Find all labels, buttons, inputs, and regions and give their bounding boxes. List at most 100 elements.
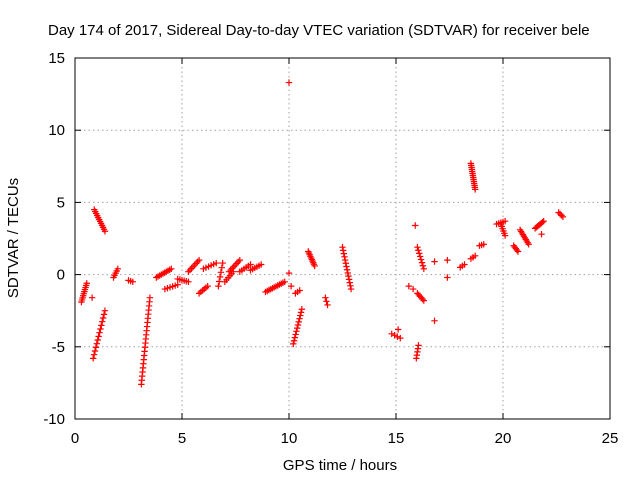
data-point [345, 272, 352, 280]
data-point [185, 278, 192, 286]
data-point [538, 230, 545, 238]
data-point [341, 256, 349, 264]
x-tick-label: 0 [71, 430, 79, 447]
y-tick-label: -5 [52, 339, 65, 356]
x-tick-label: 5 [178, 430, 186, 447]
grid-lines [75, 58, 610, 419]
data-point [287, 282, 295, 290]
data-point [257, 261, 265, 268]
data-point [418, 259, 426, 266]
data-point [218, 264, 226, 271]
data-point [412, 222, 419, 229]
data-point [501, 232, 509, 239]
data-point [394, 326, 402, 333]
data-point [339, 243, 346, 251]
data-point [290, 337, 298, 344]
data-point [341, 253, 348, 261]
data-point [291, 334, 299, 341]
y-tick-label: 5 [57, 194, 65, 211]
x-tick-label: 25 [602, 430, 619, 447]
data-point [213, 259, 220, 267]
data-point [295, 318, 302, 326]
data-point [419, 262, 427, 269]
y-axis-title: SDTVAR / TECUs [5, 178, 22, 298]
data-point [195, 256, 203, 264]
data-point [558, 212, 565, 219]
data-point [347, 282, 354, 290]
data-point [461, 261, 468, 268]
x-tick-label: 10 [281, 430, 298, 447]
data-point [216, 273, 224, 281]
y-tick-label: 15 [48, 50, 65, 67]
data-point [419, 295, 426, 303]
data-point [96, 329, 103, 336]
data-point [97, 325, 104, 333]
data-point [281, 278, 288, 286]
data-point [420, 265, 428, 273]
data-point [323, 298, 330, 305]
data-point [480, 241, 487, 248]
data-point [322, 294, 329, 301]
data-point [397, 334, 404, 342]
data-point [90, 351, 98, 358]
data-point [247, 261, 254, 268]
data-point [98, 322, 105, 329]
data-point [414, 243, 421, 251]
chart-title: Day 174 of 2017, Sidereal Day-to-day VTE… [48, 22, 590, 39]
data-point [559, 213, 567, 221]
data-point [501, 217, 509, 225]
y-tick-label: 10 [48, 122, 65, 139]
data-point [114, 265, 121, 273]
data-point [431, 317, 438, 325]
data-point [296, 315, 303, 322]
data-point [471, 186, 479, 193]
data-point [293, 324, 301, 332]
x-tick-label: 15 [388, 430, 405, 447]
data-point [100, 311, 108, 318]
data-point [298, 306, 306, 313]
data-point [417, 256, 425, 263]
data-point [296, 287, 303, 294]
data-point [236, 256, 243, 264]
data-point [297, 309, 305, 316]
data-point [525, 241, 532, 248]
data-point [444, 256, 451, 264]
data-point [388, 330, 395, 338]
data-point [514, 248, 522, 255]
data-point [391, 332, 398, 339]
x-axis-title: GPS time / hours [283, 457, 397, 474]
data-point [101, 307, 109, 314]
data-point [415, 342, 422, 349]
data-point [540, 217, 547, 225]
data-point [324, 301, 331, 309]
data-point [294, 321, 302, 329]
data-point [216, 278, 223, 285]
data-point [91, 347, 99, 355]
data-point [204, 282, 211, 290]
data-point [146, 294, 154, 301]
data-point [471, 252, 479, 260]
data-point [290, 340, 297, 348]
data-point [346, 279, 353, 286]
data-point [285, 269, 293, 277]
data-point [92, 344, 100, 351]
data-point [343, 263, 350, 270]
data-point [219, 259, 226, 267]
data-point [94, 336, 101, 344]
data-point [394, 333, 401, 340]
y-tick-label: 0 [57, 267, 65, 284]
data-point [285, 79, 293, 86]
data-point [431, 258, 438, 265]
data-point [89, 355, 97, 362]
data-point [88, 294, 96, 301]
data-point [342, 260, 349, 267]
data-point [345, 276, 353, 283]
axis-ticks [74, 57, 611, 420]
data-point [297, 312, 304, 319]
tick-labels: 0 5 10 15 20 25 -10 -5 0 5 10 15 [43, 50, 618, 447]
data-point [293, 328, 300, 335]
data-point [95, 333, 102, 340]
data-point [83, 280, 90, 287]
data-point [217, 269, 225, 276]
